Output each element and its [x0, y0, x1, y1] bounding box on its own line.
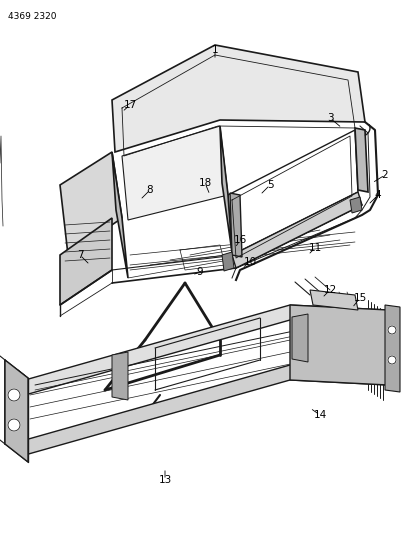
Text: 17: 17: [123, 100, 137, 110]
Polygon shape: [230, 193, 242, 257]
Polygon shape: [355, 128, 368, 192]
Text: 5: 5: [267, 180, 273, 190]
Circle shape: [8, 419, 20, 431]
Polygon shape: [112, 352, 128, 400]
Text: 3: 3: [327, 113, 333, 123]
Polygon shape: [122, 126, 228, 220]
Text: 7: 7: [77, 250, 83, 260]
Text: 9: 9: [197, 267, 203, 277]
Polygon shape: [228, 130, 358, 255]
Polygon shape: [385, 305, 400, 392]
Polygon shape: [290, 305, 388, 385]
Text: 4: 4: [375, 190, 381, 200]
Polygon shape: [60, 218, 112, 305]
Polygon shape: [232, 192, 362, 268]
Text: 13: 13: [158, 475, 172, 485]
Text: 12: 12: [324, 285, 337, 295]
Polygon shape: [112, 152, 128, 278]
Text: 1: 1: [212, 45, 218, 55]
Polygon shape: [25, 305, 388, 395]
Text: 14: 14: [313, 410, 327, 420]
Polygon shape: [292, 314, 308, 362]
Polygon shape: [5, 360, 28, 462]
Text: 2: 2: [382, 170, 388, 180]
Text: 16: 16: [233, 235, 246, 245]
Polygon shape: [310, 290, 358, 310]
Polygon shape: [220, 126, 232, 252]
Text: 4369 2320: 4369 2320: [8, 12, 56, 21]
Text: 15: 15: [353, 293, 367, 303]
Polygon shape: [350, 197, 362, 213]
Polygon shape: [112, 45, 365, 152]
Circle shape: [8, 389, 20, 401]
Polygon shape: [222, 252, 234, 271]
Text: 18: 18: [198, 178, 212, 188]
Text: 8: 8: [147, 185, 153, 195]
Polygon shape: [60, 152, 122, 255]
Circle shape: [388, 356, 396, 364]
Circle shape: [388, 326, 396, 334]
Polygon shape: [25, 365, 388, 455]
Text: 10: 10: [244, 257, 257, 267]
Text: 11: 11: [308, 243, 322, 253]
